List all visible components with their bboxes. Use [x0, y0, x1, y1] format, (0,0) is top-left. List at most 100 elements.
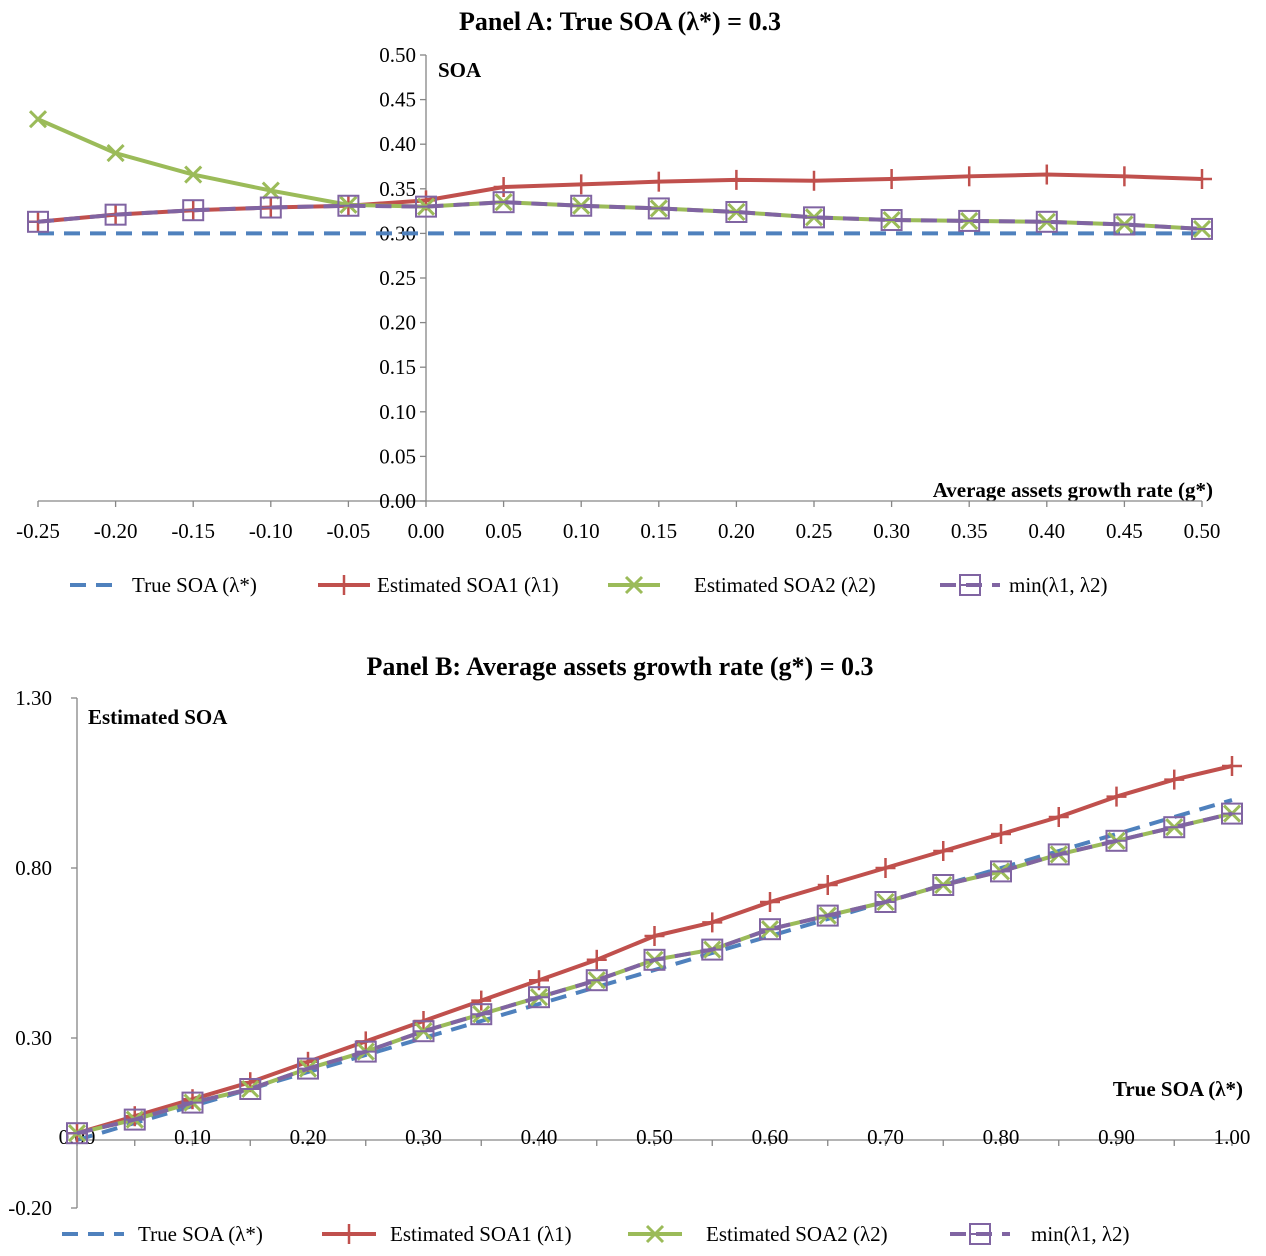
- panel-b-axes: -0.200.300.801.300.00 0.10 0.20 0.30 0.40 0.5…: [8, 686, 1250, 1220]
- panel-a-legend-marker: [334, 575, 354, 595]
- panel-b-title: Panel B: Average assets growth rate (g*)…: [366, 652, 873, 681]
- panel-b-series-min-1-2-point: [181, 1091, 204, 1114]
- panel-b-legend-item-estimated-soa1-1: Estimated SOA1 (λ1): [322, 1222, 572, 1246]
- panel-a-series-estimated-soa1-1-point: [571, 174, 592, 195]
- panel-a-series-estimated-soa2-2-point: [28, 110, 48, 129]
- panel-b-x-tick-label: 0.70: [867, 1125, 904, 1149]
- panel-b-x-tick-label: 0.20: [290, 1125, 327, 1149]
- panel-b-series-estimated-soa1-1-point: [644, 926, 665, 946]
- panel-b-x-tick-label: 0.90: [1098, 1125, 1135, 1149]
- panel-a-x-tick-label: 0.50: [1184, 519, 1221, 543]
- panel-a-x-axis-label: Average assets growth rate (g*): [933, 478, 1213, 502]
- panel-a-series-min-1-2-point: [492, 191, 515, 214]
- panel-a-series-estimated-soa1-1-point: [1036, 164, 1057, 185]
- panel-a-y-axis-label: SOA: [438, 58, 482, 82]
- panel-b-legend-label: Estimated SOA2 (λ2): [706, 1222, 888, 1246]
- panel-b-x-axis-label: True SOA (λ*): [1113, 1077, 1243, 1101]
- panel-b-series-min-1-2: [66, 802, 1243, 1145]
- panel-a-legend-label: Estimated SOA2 (λ2): [694, 573, 876, 597]
- panel-a-series-estimated-soa1-1-point: [648, 171, 669, 192]
- panel-a-series-min-1-2-point: [259, 196, 282, 219]
- panel-a-legend-label: min(λ1, λ2): [1009, 573, 1108, 597]
- panel-b-x-tick-label: 0.30: [405, 1125, 442, 1149]
- panel-a-series-min-1-2-point: [1035, 210, 1058, 233]
- panel-a-x-tick-label: -0.15: [171, 519, 215, 543]
- panel-a-series-min-1-2-point: [104, 203, 127, 226]
- panel-b-series-min-1-2-point: [239, 1078, 262, 1100]
- panel-a-title: Panel A: True SOA (λ*) = 0.3: [459, 7, 781, 36]
- panel-b-x-tick-label: 0.40: [521, 1125, 558, 1149]
- panel-b-series-min-1-2-point: [701, 938, 724, 961]
- panel-a-x-tick-label: 0.05: [485, 519, 522, 543]
- panel-a-y-tick-label: 0.00: [379, 489, 416, 513]
- panel-b-series-min-1-2-point: [412, 1020, 435, 1043]
- panel-a-series-estimated-soa1-1-line: [37, 172, 1203, 224]
- panel-a-legend-marker: [624, 575, 644, 595]
- panel-b-series-min-1-2-point: [643, 948, 666, 971]
- panel-b-series-estimated-soa1-1-point: [586, 949, 607, 970]
- panel-b-series-estimated-soa1-1-point: [1164, 769, 1185, 790]
- panel-a-y-tick-label: 0.05: [379, 444, 416, 468]
- panel-a-y-tick-label: 0.40: [379, 132, 416, 156]
- panel-b-series-min-1-2-point: [123, 1108, 146, 1131]
- panel-b-series-estimated-soa1-1-point: [1106, 786, 1127, 807]
- panel-b-series-estimated-soa1-1-point: [471, 990, 492, 1011]
- panel-a-legend-item-min-1-2: min(λ1, λ2): [940, 573, 1108, 597]
- panel-a-y-tick-label: 0.15: [379, 355, 416, 379]
- panel-a-series-estimated-soa2-2-point: [184, 165, 203, 184]
- panel-b-legend-label: True SOA (λ*): [138, 1222, 263, 1246]
- panel-a-series-estimated-soa1-1-point: [726, 169, 747, 190]
- panel-b-series-min-1-2-point: [1221, 802, 1243, 825]
- panel-b-series-min-1-2-point: [297, 1057, 319, 1080]
- panel-a-x-tick-label: 0.25: [796, 519, 833, 543]
- panel-b-y-tick-label: 0.30: [15, 1026, 52, 1050]
- panel-b-legend-item-estimated-soa2-2: Estimated SOA2 (λ2): [628, 1222, 888, 1246]
- panel-a-series-min-1-2-point: [415, 195, 437, 218]
- panel-a-x-tick-label: 0.40: [1028, 519, 1065, 543]
- panel-a-y-tick-label: 0.25: [379, 266, 416, 290]
- panel-a-series-min-1-2-point: [182, 199, 205, 222]
- panel-b-series-min-1-2-point: [816, 904, 839, 927]
- panel-b-series: [66, 756, 1243, 1145]
- panel-b-legend-marker: [969, 1223, 991, 1245]
- panel-a-y-tick-label: 0.45: [379, 88, 416, 112]
- panel-b-series-min-1-2-point: [354, 1040, 377, 1063]
- panel-a-legend-item-estimated-soa2-2: Estimated SOA2 (λ2): [608, 573, 876, 597]
- panel-a-series-estimated-soa2-2-point: [261, 181, 280, 200]
- panel-b-y-axis-label: Estimated SOA: [88, 705, 228, 729]
- panel-a-series-min-1-2-point: [880, 209, 903, 232]
- panel-a-x-tick-label: 0.35: [951, 519, 988, 543]
- panel-b-series-estimated-soa1-1-point: [760, 892, 780, 912]
- panel-b-x-tick-label: 0.60: [752, 1125, 789, 1149]
- panel-a-x-tick-label: -0.25: [16, 519, 60, 543]
- panel-a-x-tick-label: -0.10: [249, 519, 293, 543]
- panel-a-series-min-1-2-point: [570, 194, 593, 217]
- panel-b-series-min-1-2-point: [470, 1003, 493, 1026]
- panel-a-y-tick-label: 0.50: [379, 43, 416, 67]
- panel-a-series-estimated-soa1-1-point: [1192, 168, 1212, 189]
- panel-a-series-min-1-2-point: [725, 200, 748, 223]
- panel-a-legend-label: Estimated SOA1 (λ1): [377, 573, 559, 597]
- panel-a-series-estimated-soa1-1-point: [881, 168, 902, 189]
- panel-a-y-tick-label: 0.35: [379, 177, 416, 201]
- panel-a-series-min-1-2-point: [647, 197, 670, 220]
- panel-a-series-estimated-soa1-1-point: [493, 177, 514, 198]
- panel-b-series-min-1-2-point: [1105, 829, 1128, 852]
- panel-a-series-min-1-2-point: [337, 194, 360, 217]
- panel-a-series-min-1-2-line: [37, 200, 1203, 231]
- panel-b-x-tick-label: 0.10: [174, 1125, 211, 1149]
- panel-a-series-estimated-soa1-1-point: [1114, 166, 1135, 187]
- panel-b-x-tick-label: 1.00: [1214, 1125, 1251, 1149]
- panel-a-x-tick-label: 0.45: [1106, 519, 1143, 543]
- panel-a-x-tick-label: -0.05: [327, 519, 371, 543]
- panel-a-legend: True SOA (λ*) Estimated SOA1 (λ1) Estimate…: [70, 573, 1108, 597]
- panel-a-legend-marker: [959, 574, 981, 596]
- panel-a-series-min-1-2-point: [27, 210, 49, 233]
- panel-a-y-tick-label: 0.20: [379, 311, 416, 335]
- panel-b-y-tick-label: 1.30: [15, 686, 52, 710]
- panel-b-legend-item-true-soa: True SOA (λ*): [62, 1222, 263, 1246]
- panel-b-legend-marker: [339, 1224, 359, 1244]
- panel-b-x-tick-label: 0.50: [636, 1125, 673, 1149]
- panel-b-legend-marker: [645, 1224, 665, 1244]
